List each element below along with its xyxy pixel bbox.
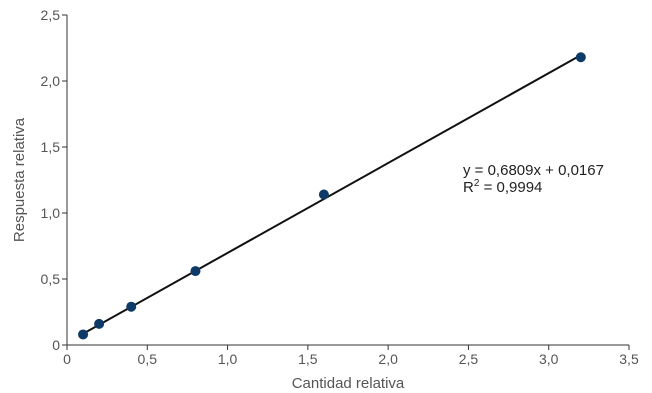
y-axis-title: Respuesta relativa: [11, 117, 28, 242]
x-tick-label: 2,0: [378, 351, 398, 367]
data-point: [575, 52, 586, 63]
data-points: [78, 52, 586, 340]
data-point: [94, 318, 105, 329]
x-tick-label: 3,0: [539, 351, 559, 367]
y-tick-label: 2,0: [41, 73, 61, 89]
x-tick-label: 0,5: [138, 351, 158, 367]
r-squared-value: = 0,9994: [479, 179, 542, 196]
r-squared-label: R2 = 0,9994: [463, 178, 542, 196]
x-tick-label: 3,5: [619, 351, 639, 367]
x-axis-title: Cantidad relativa: [292, 375, 405, 392]
y-tick-label: 1,5: [41, 139, 61, 155]
axis-ticks: 0 0,5 1,0 1,5 2,0 2,5 3,0 3,5 0 0,5 1,0 1,5 2,0 2,5: [41, 7, 639, 367]
data-point: [126, 301, 137, 312]
data-point: [190, 266, 201, 277]
equation-label: y = 0,6809x + 0,0167: [463, 162, 604, 179]
y-tick-label: 0: [52, 337, 60, 353]
trendline: [82, 54, 582, 335]
axes: [66, 15, 629, 346]
r-squared-superscript: 2: [474, 178, 480, 189]
y-tick-label: 0,5: [41, 271, 61, 287]
r-squared-symbol: R: [463, 179, 474, 196]
data-point: [78, 329, 89, 340]
x-tick-label: 1,5: [298, 351, 318, 367]
data-point: [318, 189, 329, 200]
x-tick-label: 0: [63, 351, 71, 367]
y-tick-label: 1,0: [41, 205, 61, 221]
x-tick-label: 1,0: [218, 351, 238, 367]
y-tick-label: 2,5: [41, 7, 61, 23]
x-tick-label: 2,5: [459, 351, 479, 367]
